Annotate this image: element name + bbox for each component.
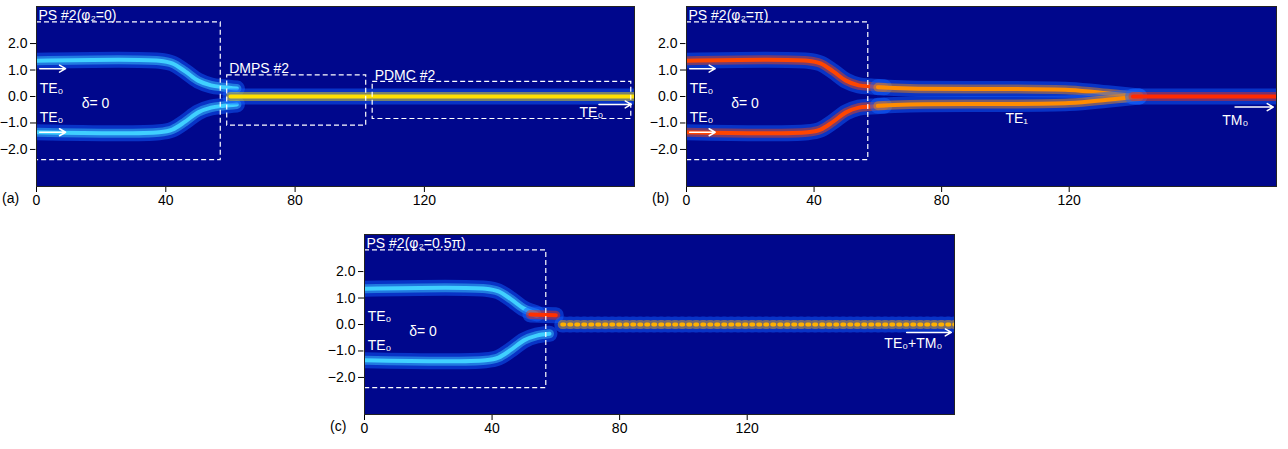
svg-text:1.0: 1.0 [336,290,356,306]
svg-text:80: 80 [287,192,303,208]
html-text:(b): (b) [652,190,670,206]
svg-text:0.0: 0.0 [658,88,678,104]
svg-text:2.0: 2.0 [658,35,678,51]
svg-text:1.0: 1.0 [658,62,678,78]
svg-text:120: 120 [1058,192,1082,208]
svg-text:TE₀: TE₀ [690,80,714,96]
svg-text:80: 80 [934,192,950,208]
svg-text:−1.0: −1.0 [650,114,678,130]
svg-text:DMPS #2: DMPS #2 [229,60,289,76]
svg-text:−1.0: −1.0 [0,114,28,130]
svg-text:0: 0 [33,192,41,208]
svg-text:120: 120 [736,420,760,436]
svg-text:TE₀: TE₀ [690,109,714,125]
svg-text:120: 120 [413,192,437,208]
html-text:(a): (a) [2,190,20,206]
svg-text:0: 0 [683,192,691,208]
svg-text:2.0: 2.0 [336,263,356,279]
svg-text:80: 80 [612,420,628,436]
svg-text:PDMC #2: PDMC #2 [375,67,436,83]
svg-text:TM₀: TM₀ [1222,112,1248,128]
svg-text:TE₀: TE₀ [40,109,64,125]
svg-text:PS #2(φ₂=π): PS #2(φ₂=π) [689,7,769,23]
svg-text:TE₀: TE₀ [580,104,604,120]
svg-text:δ= 0: δ= 0 [731,95,759,111]
svg-text:TE₁: TE₁ [1005,110,1028,126]
svg-text:PS #2(φ₂=0): PS #2(φ₂=0) [39,7,117,23]
svg-text:40: 40 [806,192,822,208]
svg-text:0: 0 [361,420,369,436]
svg-text:TE₀: TE₀ [368,308,392,324]
svg-text:PS #2(φ₂=0.5π): PS #2(φ₂=0.5π) [367,235,466,251]
svg-text:−2.0: −2.0 [650,141,678,157]
svg-text:−2.0: −2.0 [328,369,356,385]
svg-text:0.0: 0.0 [336,316,356,332]
svg-text:TE₀: TE₀ [40,80,64,96]
svg-text:0.0: 0.0 [8,88,28,104]
svg-text:TE₀+TM₀: TE₀+TM₀ [884,335,942,351]
svg-text:TE₀: TE₀ [368,337,392,353]
svg-text:−2.0: −2.0 [0,141,28,157]
svg-text:δ= 0: δ= 0 [82,95,110,111]
svg-text:−1.0: −1.0 [328,342,356,358]
svg-text:2.0: 2.0 [8,35,28,51]
svg-text:40: 40 [484,420,500,436]
svg-text:40: 40 [158,192,174,208]
html-text:(c): (c) [330,418,347,434]
svg-text:δ= 0: δ= 0 [409,323,437,339]
svg-text:1.0: 1.0 [8,62,28,78]
